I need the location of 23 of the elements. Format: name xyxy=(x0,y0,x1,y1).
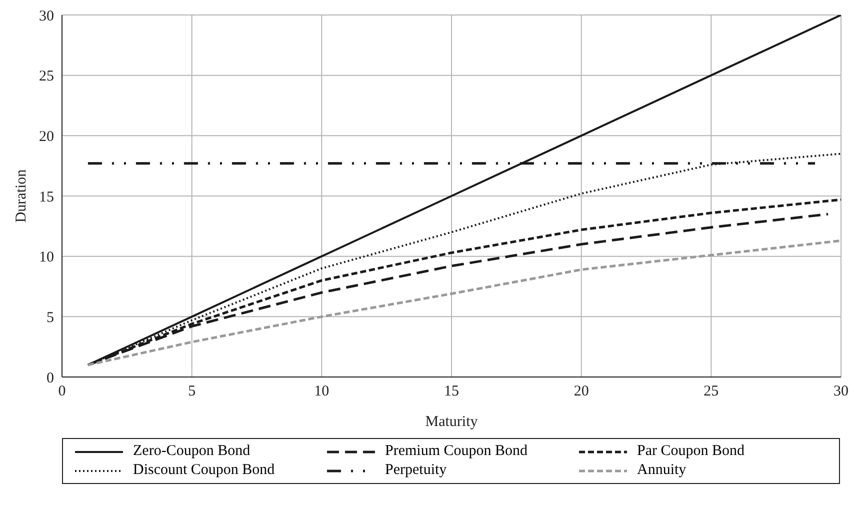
y-tick-label: 15 xyxy=(39,189,54,206)
y-tick-label: 20 xyxy=(39,128,54,145)
y-tick-label: 10 xyxy=(39,250,54,266)
x-axis-title: Maturity xyxy=(425,414,478,430)
y-axis-title: Duration xyxy=(13,168,30,223)
x-tick-label: 20 xyxy=(574,384,589,400)
y-tick-label: 0 xyxy=(46,370,54,386)
x-tick-label: 15 xyxy=(444,384,459,400)
x-tick-label: 30 xyxy=(834,384,848,400)
legend-label: Annuity xyxy=(637,462,686,479)
legend-label: Discount Coupon Bond xyxy=(133,462,275,479)
y-tick-label: 25 xyxy=(39,68,54,85)
x-tick-label: 10 xyxy=(314,384,330,400)
x-tick-label: 25 xyxy=(704,384,719,400)
x-tick-label: 5 xyxy=(188,384,196,400)
legend-label: Premium Coupon Bond xyxy=(385,443,528,460)
legend-label: Perpetuity xyxy=(385,462,447,479)
legend-label: Par Coupon Bond xyxy=(637,443,745,460)
legend-label: Zero-Coupon Bond xyxy=(133,443,250,460)
y-tick-label: 30 xyxy=(39,8,54,24)
x-tick-label: 0 xyxy=(58,384,66,400)
y-tick-label: 5 xyxy=(46,310,54,326)
line-series xyxy=(86,239,841,366)
